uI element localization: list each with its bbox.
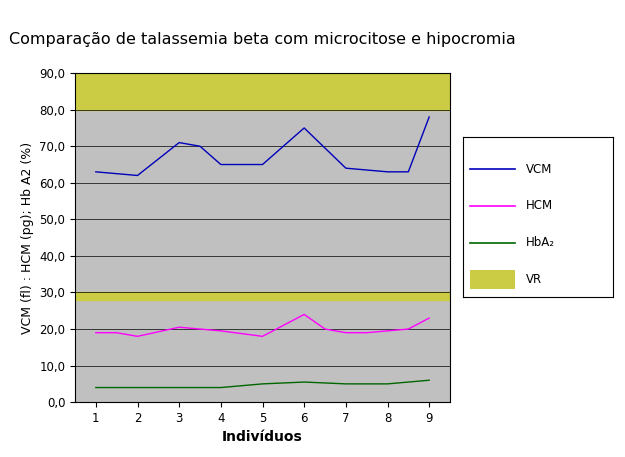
X-axis label: Indivíduos: Indivíduos [222,430,303,445]
Text: VR: VR [526,273,542,286]
Bar [470,270,515,289]
Bar [75,73,450,110]
Y-axis label: VCM (fl) : HCM (pg); Hb A2 (%): VCM (fl) : HCM (pg); Hb A2 (%) [21,142,34,334]
Bar [75,292,450,300]
Text: Comparação de talassemia beta com microcitose e hipocromia: Comparação de talassemia beta com microc… [9,32,516,47]
Text: HbA₂: HbA₂ [526,236,554,249]
Text: VCM: VCM [526,163,552,175]
Text: HCM: HCM [526,199,552,213]
